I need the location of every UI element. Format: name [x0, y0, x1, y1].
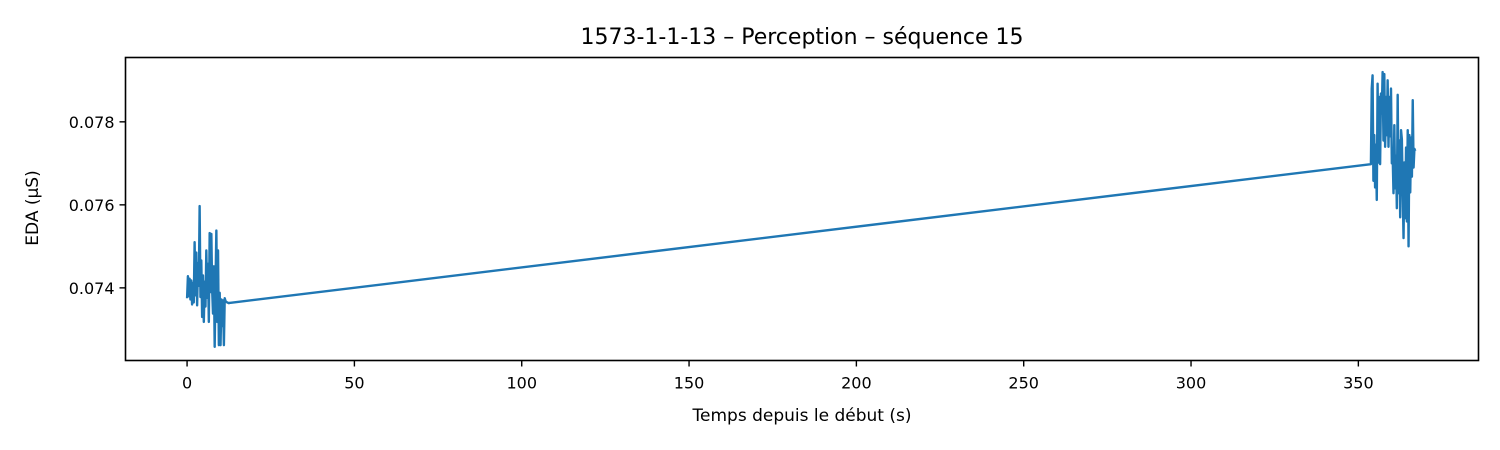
x-tick-label: 150 [674, 374, 705, 393]
y-axis-label: EDA (µS) [23, 170, 43, 245]
x-tick-label: 350 [1343, 374, 1374, 393]
x-axis-label: Temps depuis le début (s) [692, 406, 912, 426]
chart-title: 1573-1-1-13 – Perception – séquence 15 [580, 25, 1023, 50]
x-tick-label: 50 [344, 374, 364, 393]
x-tick-label: 300 [1176, 374, 1207, 393]
axis-ticks: 0 50 100 150 200 250 300 350 0.074 0.076 0.078 [69, 113, 1374, 393]
x-tick-label: 0 [182, 374, 192, 393]
x-tick-label: 100 [506, 374, 537, 393]
y-tick-label: 0.074 [69, 279, 115, 298]
y-tick-label: 0.078 [69, 113, 115, 132]
series-layer [185, 70, 1417, 348]
eda-series-line [185, 70, 1417, 348]
x-tick-label: 250 [1008, 374, 1039, 393]
plot-area-frame [124, 56, 1480, 362]
y-tick-label: 0.076 [69, 196, 115, 215]
x-tick-label: 200 [841, 374, 872, 393]
